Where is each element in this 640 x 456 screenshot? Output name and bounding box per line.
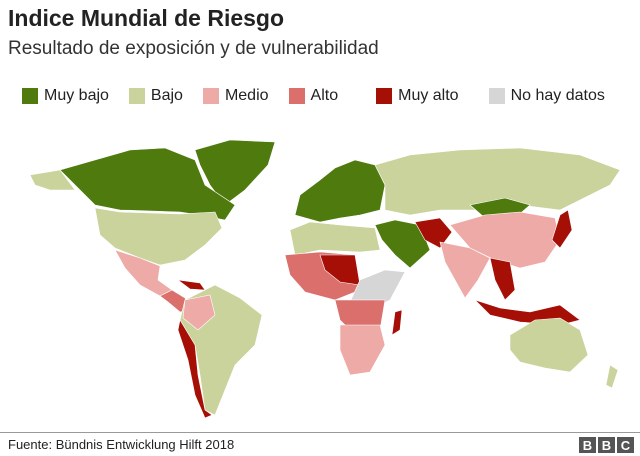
region-new-zealand [605,364,619,389]
legend-item-bajo: Bajo [128,87,183,105]
legend-label: Alto [310,87,339,104]
region-madagascar [391,309,403,336]
region-middle-east [374,219,431,269]
region-canada [59,147,236,221]
legend-label: Medio [224,87,269,104]
region-russia [374,147,621,216]
world-map [29,139,621,419]
legend-swatch [22,88,38,104]
region-europe [294,159,386,223]
legend: Muy bajo Bajo Medio Alto Muy alto No hay… [22,87,625,105]
legend-swatch [288,88,305,104]
legend-swatch [376,88,393,104]
page-title: Indice Mundial de Riesgo [8,5,285,31]
region-alaska [29,169,76,191]
legend-label: Bajo [150,87,183,104]
region-iran-afghanistan [414,217,453,249]
legend-label: Muy bajo [44,87,109,104]
legend-item-no-data: No hay datos [488,87,605,105]
region-india [439,241,491,299]
region-caribbean [176,279,206,291]
legend-item-muy-alto: Muy alto [376,87,459,105]
region-australia [509,317,589,373]
legend-swatch [488,88,505,104]
legend-item-alto: Alto [288,87,339,105]
footer-divider [0,432,640,433]
region-sahel [319,254,361,286]
region-peru-chile [177,319,213,419]
region-southern-africa [339,324,386,376]
legend-label: No hay datos [510,87,605,104]
region-japan [551,209,573,249]
region-greenland [194,139,276,206]
page-subtitle: Resultado de exposición y de vulnerabili… [8,38,379,59]
legend-label: Muy alto [398,87,459,104]
region-north-africa [289,221,381,256]
region-usa [94,207,223,266]
legend-swatch [128,88,145,104]
source-text: Fuente: Bündnis Entwicklung Hilft 2018 [8,437,235,452]
legend-item-muy-bajo: Muy bajo [22,87,109,105]
region-colombia [182,294,216,331]
region-southeast-asia [489,257,516,301]
legend-item-medio: Medio [202,87,269,105]
legend-swatch [202,88,219,104]
